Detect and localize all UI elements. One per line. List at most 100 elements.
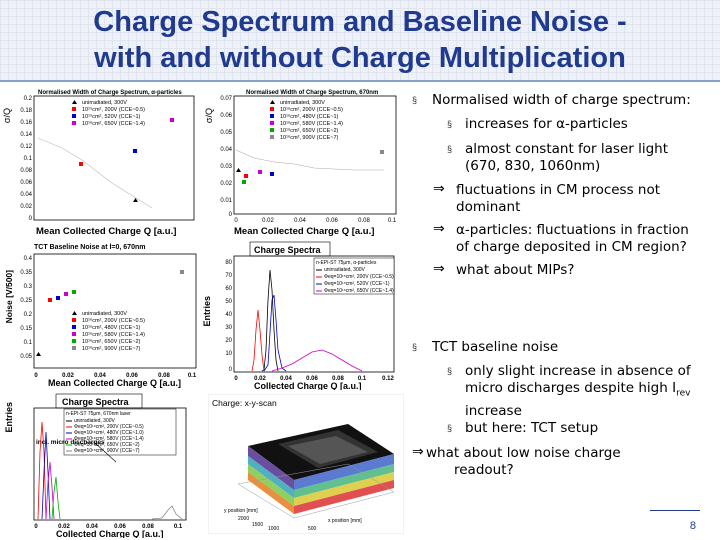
- plot1-ytick: 0.06: [20, 180, 32, 186]
- title-band: [0, 0, 720, 82]
- plot2-ytick: 0.07: [220, 96, 232, 102]
- bullet-alpha-increase: increases for α-particles: [465, 116, 628, 132]
- plot5-legend-entry: Φeq=10¹⁶cm², 200V (CCE~0.5): [74, 424, 144, 430]
- plot2-ytick: 0.03: [220, 164, 232, 170]
- plot1-ytick: 0.08: [20, 168, 32, 174]
- plot5-annotation: incl. micro discharges: [36, 439, 105, 446]
- plot3-legend-entry: 10¹⁶cm², 650V (CCE~2): [82, 338, 141, 345]
- plot2-xtick: 0.1: [388, 218, 397, 224]
- plot4-legend: n-EPI-ST 75μm, α-particles unirradiated,…: [313, 257, 395, 295]
- plot4-xticks: 0 0.02 0.04 0.06 0.08 0.1 0.12: [234, 376, 394, 382]
- plot4-legend-entry: Φeq=10¹⁵cm², 200V (CCE~0.5): [324, 274, 394, 280]
- plot1-ytick: 0.14: [20, 132, 32, 138]
- plot4-ytick: 60: [225, 286, 232, 292]
- conclusion-low-noise-readout-l2: readout?: [454, 462, 514, 478]
- plot-xy-scan: Charge: x-y-scan 2000 1500 1000 500 y po…: [208, 394, 404, 534]
- bullet-slight-increase-l3: increase: [465, 402, 522, 419]
- plot3-yticks: 0.4 0.35 0.3 0.25 0.2 0.15 0.1 0.05: [20, 256, 32, 360]
- plot4-xtick: 0.02: [254, 376, 266, 382]
- plot3-legend-entry: 10¹⁶cm², 480V (CCE~1): [82, 324, 141, 331]
- plot6-xtick: 500: [308, 526, 317, 532]
- plot2-ytick: 0.04: [220, 147, 232, 153]
- plot-width-laser: σ/Q Normalised Width of Charge Spectrum,…: [204, 88, 400, 238]
- plot2-point: [242, 180, 246, 184]
- plot2-xlabel: Mean Collected Charge Q [a.u.]: [234, 226, 374, 237]
- plot-spectra-alpha: Entries Charge Spectra 80 70 60 50 40 30…: [202, 240, 402, 390]
- plot2-legend-entry: 10¹⁶cm², 200V (CCE~0.5): [280, 106, 343, 113]
- plot5-xtick: 0.02: [58, 524, 70, 530]
- plot2-point: [270, 172, 274, 176]
- plot3-point: [48, 298, 52, 302]
- conclusion-alpha-fraction-l2: of charge deposited in CM region?: [456, 239, 687, 255]
- slide-title-line2: with and without Charge Multiplication: [94, 42, 626, 74]
- plot5-xlabel: Collected Charge Q [a.u.]: [56, 529, 164, 538]
- plot4-ytick: 80: [225, 260, 232, 266]
- plot4-hist-unirr: [261, 269, 279, 372]
- conclusion-cm-fluctuations: fluctuations in CM process not dominant: [456, 182, 660, 216]
- plot1-yticks: 0.2 0.18 0.16 0.14 0.12 0.1 0.08 0.06 0.…: [20, 96, 32, 222]
- plot1-ylabel: σ/Q: [2, 108, 12, 123]
- plot3-ytick: 0.4: [24, 256, 33, 262]
- plot6-ylabel: y position [mm]: [224, 508, 258, 514]
- plot1-title: Normalised Width of Charge Spectrum, α-p…: [38, 90, 182, 96]
- plot5-legend-entry: unirradiated, 300V: [74, 418, 116, 424]
- plot-baseline-noise: Noise [V/500] TCT Baseline Noise at l=0,…: [2, 240, 202, 388]
- plot3-xtick: 0.1: [188, 373, 197, 379]
- page-number: 8: [689, 520, 696, 532]
- plot5-xtick: 0.1: [174, 524, 183, 530]
- plot3-title: TCT Baseline Noise at l=0, 670nm: [34, 244, 145, 251]
- bullet-slight-increase-l2: micro discharges despite high Irev: [465, 380, 691, 403]
- plot4-xtick: 0.04: [280, 376, 292, 382]
- plot6-xtick: 1000: [268, 526, 279, 532]
- plot2-legend-entry: 10¹⁶cm², 900V (CCE~7): [280, 134, 339, 141]
- plot2-xtick: 0.08: [358, 218, 370, 224]
- plot2-xtick: 0: [234, 218, 238, 224]
- plot2-xtick: 0.04: [294, 218, 306, 224]
- implies-icon: ⇒: [433, 221, 445, 237]
- plot2-yticks: 0.07 0.06 0.05 0.04 0.03 0.02 0.01 0: [220, 96, 232, 218]
- plot1-legend-entry: 10¹⁵cm², 200V (CCE~0.5): [82, 106, 145, 113]
- title-rule: [0, 80, 720, 82]
- plot3-xtick: 0: [34, 373, 38, 379]
- slide-title: Charge Spectrum and Baseline Noise - wit…: [0, 4, 720, 76]
- bullet-marker: §: [447, 423, 453, 433]
- plot4-hist-cce14: [271, 349, 363, 372]
- plot4-ytick: 0: [229, 367, 233, 373]
- plot3-legend: unirradiated, 300V 10¹⁶cm², 200V (CCE~0.…: [72, 311, 145, 352]
- bullet-slight-increase-l2-text: micro discharges despite high I: [465, 380, 677, 396]
- plot2-legend-entry: 10¹⁶cm², 480V (CCE~1): [280, 113, 339, 120]
- conclusion-cm-fluctuations-l1: fluctuations in CM process not: [456, 182, 661, 198]
- conclusion-alpha-fraction-l1: α-particles: fluctuations in fraction: [456, 222, 689, 238]
- bullet-marker: §: [412, 95, 418, 105]
- plot1-legend-entry: 10¹⁵cm², 520V (CCE~1): [82, 113, 141, 120]
- plot4-xtick: 0.1: [358, 376, 367, 382]
- plot5-legend-title: n-EPI-ST 75μm, 670nm laser: [66, 411, 131, 417]
- plot4-hist-cce05: [251, 309, 265, 372]
- plot3-point: [180, 270, 184, 274]
- plot3-ytick: 0.1: [24, 340, 33, 346]
- plot1-point: [133, 149, 137, 153]
- plot2-legend-entry: 10¹⁶cm², 580V (CCE~1.4): [280, 120, 343, 127]
- bullet-slight-increase: only slight increase in absence of micro…: [465, 363, 691, 420]
- slide-title-line1: Charge Spectrum and Baseline Noise -: [93, 6, 627, 38]
- bullet-marker: §: [447, 144, 453, 154]
- plot3-ytick: 0.25: [20, 298, 32, 304]
- bullet-laser-constant-l2: (670, 830, 1060nm): [465, 158, 601, 174]
- plot3-point: [72, 290, 76, 294]
- plot5-xtick: 0.06: [114, 524, 126, 530]
- plot-width-alpha: σ/Q Normalised Width of Charge Spectrum,…: [2, 88, 200, 238]
- plot3-legend-entry: 10¹⁶cm², 200V (CCE~0.5): [82, 317, 145, 324]
- plot4-xtick: 0.12: [382, 376, 394, 382]
- plot1-ytick: 0.2: [24, 96, 33, 102]
- plot1-point: [170, 118, 174, 122]
- conclusion-cm-fluctuations-l2: dominant: [456, 199, 521, 215]
- plot5-hist-cce14: [45, 461, 55, 520]
- plot3-ytick: 0.15: [20, 326, 32, 332]
- plot6-title: Charge: x-y-scan: [212, 398, 277, 408]
- plot2-legend-entry: unirradiated, 300V: [280, 100, 325, 106]
- plot1-ytick: 0.12: [20, 144, 32, 150]
- bullet-tct-setup: but here: TCT setup: [465, 420, 599, 436]
- plot3-point: [36, 352, 41, 356]
- plot2-point: [244, 174, 248, 178]
- plot4-xtick: 0: [234, 376, 238, 382]
